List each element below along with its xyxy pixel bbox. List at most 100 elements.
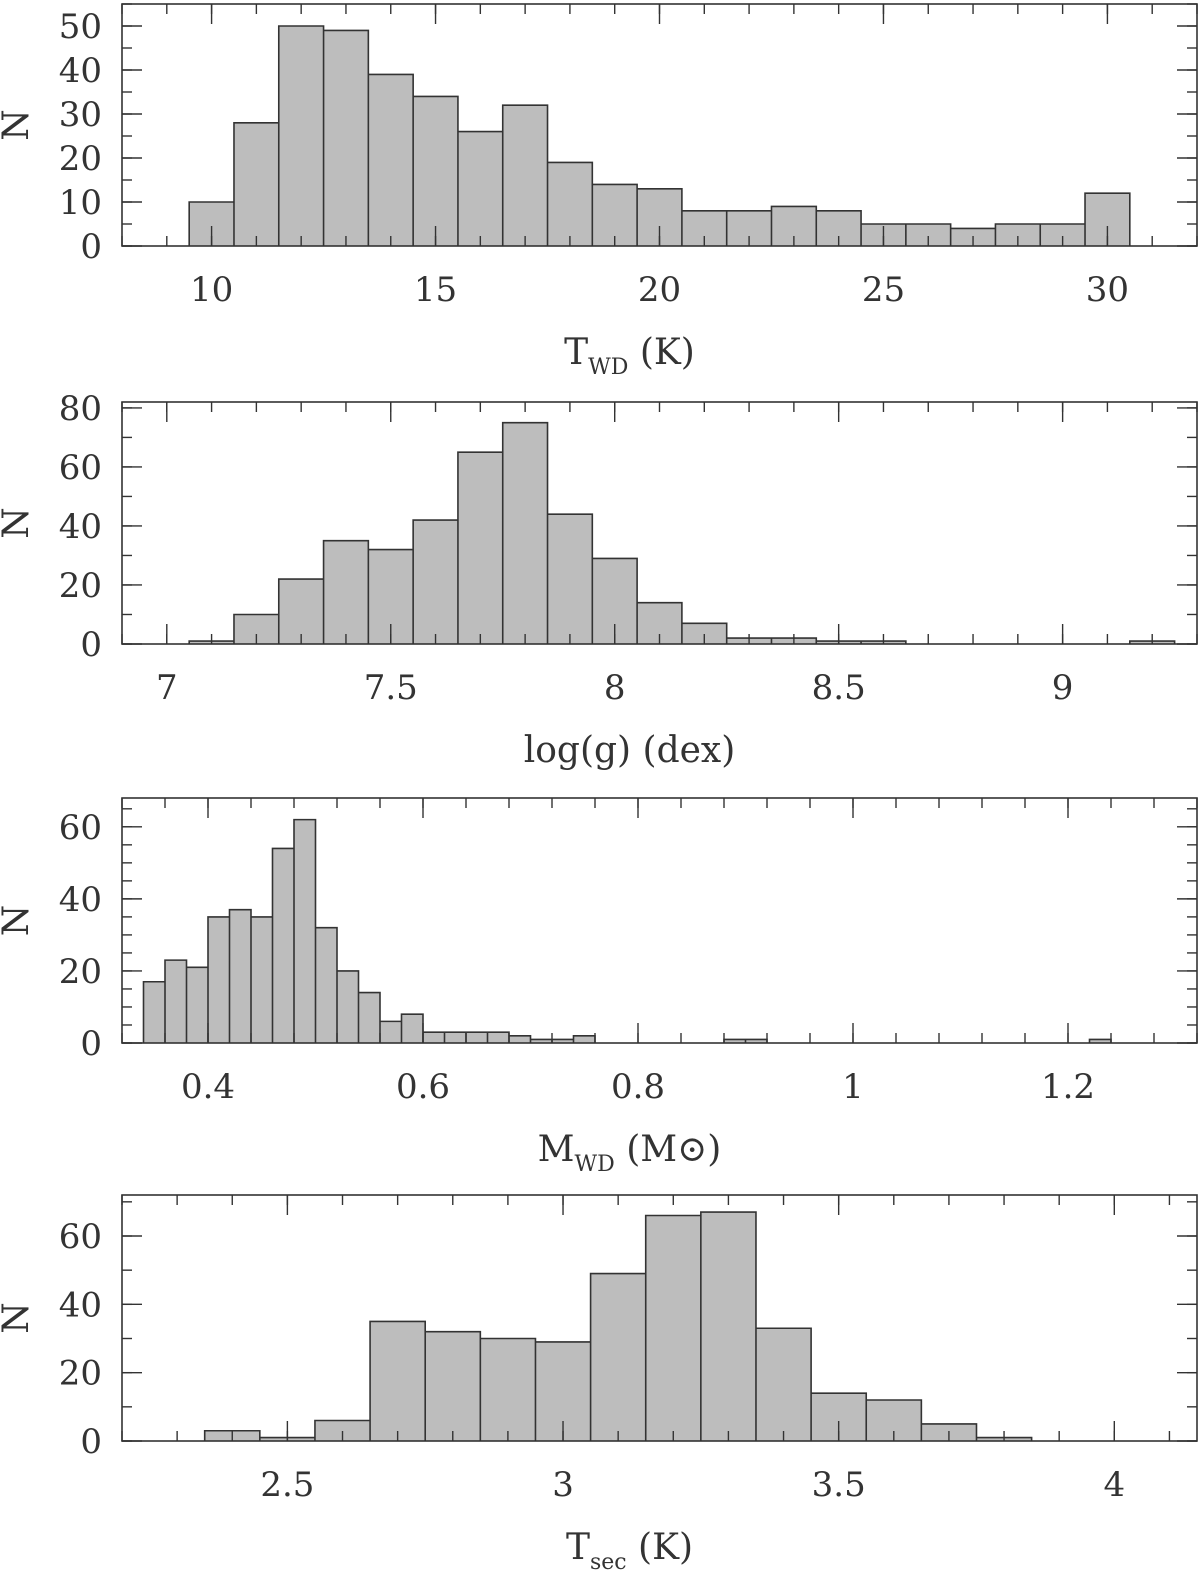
bar-teff-sec-3 [370, 1321, 426, 1441]
x-tick-label: 8.5 [812, 668, 866, 708]
y-tick-label: 30 [59, 95, 102, 135]
y-tick-label: 50 [59, 7, 102, 47]
x-tick-label: 8 [604, 668, 626, 708]
y-tick-label: 40 [59, 880, 102, 920]
x-tick-label: 10 [190, 270, 233, 310]
x-tick-label: 25 [862, 270, 905, 310]
bar-teff-sec-10 [755, 1328, 812, 1441]
axes-frame-mass-wd [121, 797, 1198, 1044]
bar-mass-wd-10 [358, 992, 380, 1043]
x-axis-label: log(g) (dex) [524, 730, 736, 771]
bar-teff-wd-9 [592, 184, 638, 246]
histogram-outline-teff-wd [188, 25, 1131, 246]
bar-mass-wd-0 [143, 981, 165, 1043]
bar-logg-8 [547, 514, 593, 644]
y-axis-label: N [0, 1302, 37, 1334]
bar-mass-wd-12 [401, 1014, 423, 1043]
bar-mass-wd-2 [186, 967, 208, 1043]
x-axis-label: Tsec (K) [566, 1527, 693, 1571]
x-tick-label: 7 [156, 668, 178, 708]
bar-mass-wd-5 [251, 916, 273, 1043]
bar-logg-6 [457, 452, 503, 644]
axes-frame-teff-sec [121, 1194, 1198, 1442]
bar-mass-wd-14 [444, 1032, 466, 1043]
bar-teff-wd-16 [905, 224, 951, 246]
x-tick-label: 30 [1086, 270, 1129, 310]
x-axis-label: MWD (M⊙) [538, 1129, 722, 1177]
x-tick-label: 2.5 [260, 1465, 314, 1505]
bar-teff-sec-2 [314, 1420, 371, 1441]
bar-teff-wd-19 [1040, 224, 1086, 246]
bar-teff-wd-5 [413, 96, 458, 247]
bar-mass-wd-9 [337, 970, 359, 1043]
y-axis-label: N [0, 507, 37, 539]
y-tick-label: 0 [80, 227, 102, 267]
y-tick-label: 0 [80, 1024, 102, 1064]
bar-teff-wd-4 [368, 74, 414, 247]
bar-mass-wd-18 [530, 1039, 552, 1043]
y-tick-label: 60 [59, 448, 102, 488]
y-tick-label: 40 [59, 51, 102, 91]
bar-mass-wd-7 [294, 819, 316, 1043]
x-axis-label: TWD (K) [564, 332, 695, 380]
bar-mass-wd-21 [724, 1039, 746, 1043]
bar-teff-wd-3 [323, 30, 369, 247]
y-tick-label: 20 [59, 139, 102, 179]
x-tick-label: 0.6 [396, 1067, 450, 1107]
bar-mass-wd-4 [229, 909, 251, 1043]
bar-mass-wd-17 [509, 1035, 531, 1043]
bar-mass-wd-3 [208, 916, 230, 1043]
x-tick-label: 1 [842, 1067, 864, 1107]
y-tick-label: 0 [80, 625, 102, 665]
y-tick-label: 60 [59, 1217, 102, 1257]
bar-teff-sec-9 [700, 1212, 756, 1441]
bar-mass-wd-11 [380, 1021, 402, 1043]
bar-teff-wd-2 [278, 26, 324, 246]
panel-mass-wd: 0.4 0.6 0.8 1 1.2 0 20 40 60 N MWD (M⊙) [0, 797, 1198, 1177]
y-tick-label: 20 [59, 566, 102, 606]
bar-mass-wd-22 [745, 1039, 767, 1043]
bar-teff-wd-8 [547, 162, 593, 246]
bar-teff-sec-8 [645, 1215, 701, 1441]
bar-teff-wd-18 [995, 224, 1041, 246]
bar-logg-3 [323, 540, 369, 644]
bar-logg-7 [502, 422, 548, 644]
x-tick-label: 15 [414, 270, 457, 310]
bar-logg-5 [413, 520, 458, 644]
bar-mass-wd-1 [165, 960, 187, 1043]
bar-teff-sec-7 [590, 1273, 646, 1441]
y-axis-label: N [0, 109, 37, 141]
bar-mass-wd-16 [487, 1032, 509, 1043]
x-tick-label: 20 [638, 270, 681, 310]
x-tick-label: 0.8 [611, 1067, 665, 1107]
x-tick-label: 3 [552, 1465, 574, 1505]
x-tick-label: 1.2 [1041, 1067, 1095, 1107]
bar-mass-wd-19 [552, 1039, 574, 1043]
bar-mass-wd-8 [315, 927, 337, 1043]
y-tick-label: 80 [59, 389, 102, 429]
bar-teff-sec-5 [480, 1338, 536, 1441]
bar-teff-wd-7 [502, 105, 548, 246]
bar-logg-2 [278, 579, 324, 644]
y-tick-label: 20 [59, 1354, 102, 1394]
y-tick-label: 10 [59, 183, 102, 223]
bar-teff-wd-1 [233, 122, 279, 246]
y-tick-label: 60 [59, 808, 102, 848]
x-tick-label: 7.5 [364, 668, 418, 708]
bar-mass-wd-13 [423, 1032, 445, 1043]
x-tick-label: 9 [1052, 668, 1074, 708]
y-tick-label: 20 [59, 952, 102, 992]
y-axis-label: N [0, 905, 37, 937]
x-tick-label: 3.5 [812, 1465, 866, 1505]
x-tick-label: 4 [1103, 1465, 1125, 1505]
bar-mass-wd-15 [466, 1032, 488, 1043]
bar-logg-11 [681, 623, 727, 644]
x-tick-label: 0.4 [181, 1067, 235, 1107]
y-tick-label: 40 [59, 1285, 102, 1325]
bar-teff-wd-6 [457, 131, 503, 246]
bar-mass-wd-20 [573, 1035, 595, 1043]
